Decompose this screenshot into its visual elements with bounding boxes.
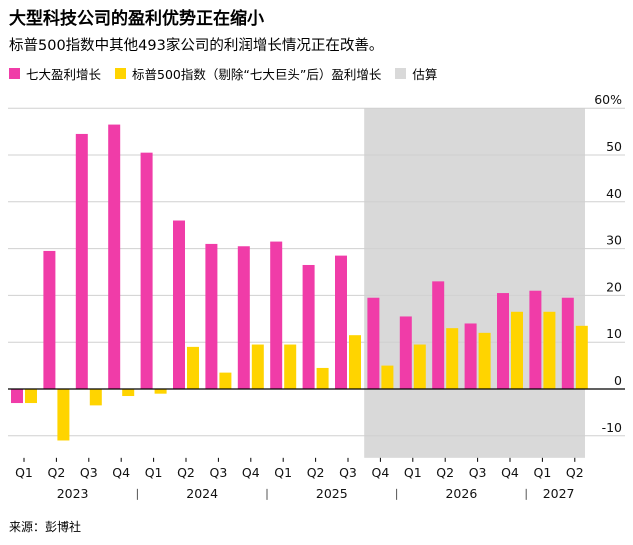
legend-swatch-estimate bbox=[395, 68, 407, 79]
legend-item-sp493: 标普500指数（剔除“七大巨头”后）盈利增长 bbox=[115, 64, 381, 83]
bar-sp493 bbox=[187, 346, 199, 389]
bar-magnificent7 bbox=[367, 297, 380, 389]
year-label: 2024 bbox=[186, 486, 218, 501]
x-tick-label: Q4 bbox=[372, 465, 390, 480]
bar-magnificent7 bbox=[75, 133, 88, 389]
bar-sp493 bbox=[316, 367, 329, 389]
y-tick-label: 30 bbox=[606, 233, 622, 248]
x-tick-label: Q3 bbox=[469, 465, 487, 480]
x-tick-label: Q4 bbox=[242, 465, 260, 480]
x-tick-label: Q3 bbox=[210, 465, 228, 480]
bar-sp493 bbox=[543, 311, 556, 389]
x-tick-label: Q2 bbox=[436, 465, 454, 480]
bar-sp493 bbox=[511, 311, 523, 389]
bar-magnificent7 bbox=[497, 293, 509, 389]
x-tick-label: Q3 bbox=[80, 465, 98, 480]
x-tick-label: Q4 bbox=[501, 465, 519, 480]
bar-magnificent7 bbox=[302, 264, 315, 389]
x-tick-label: Q1 bbox=[534, 465, 552, 480]
bar-magnificent7 bbox=[140, 152, 153, 389]
bar-sp493 bbox=[349, 335, 361, 389]
bar-magnificent7 bbox=[464, 323, 477, 389]
bar-sp493 bbox=[122, 389, 135, 397]
legend-item-estimate: 估算 bbox=[395, 64, 437, 83]
y-tick-label: -10 bbox=[602, 420, 622, 435]
y-tick-label: 10 bbox=[606, 326, 622, 341]
source-note: 来源：彭博社 bbox=[9, 520, 82, 534]
bar-magnificent7 bbox=[335, 255, 347, 389]
legend-swatch-sp493 bbox=[115, 68, 127, 79]
bar-magnificent7 bbox=[205, 243, 218, 389]
bar-magnificent7 bbox=[432, 281, 445, 389]
y-tick-label: 50 bbox=[606, 139, 622, 154]
estimate-region bbox=[364, 108, 585, 458]
x-tick-label: Q2 bbox=[307, 465, 325, 480]
year-label: 2026 bbox=[445, 486, 477, 501]
legend-label-estimate: 估算 bbox=[412, 67, 438, 82]
x-tick-label: Q4 bbox=[112, 465, 130, 480]
x-tick-label: Q1 bbox=[15, 465, 33, 480]
legend-label-sp493: 标普500指数（剔除“七大巨头”后）盈利增长 bbox=[132, 67, 382, 82]
bar-magnificent7 bbox=[43, 250, 56, 389]
bar-magnificent7 bbox=[561, 297, 574, 389]
bar-magnificent7 bbox=[270, 241, 283, 389]
bar-sp493 bbox=[251, 344, 264, 389]
bar-sp493 bbox=[413, 344, 426, 389]
x-tick-label: Q3 bbox=[339, 465, 357, 480]
y-tick-label: 20 bbox=[606, 279, 622, 294]
x-tick-label: Q2 bbox=[48, 465, 66, 480]
legend-swatch-magnificent7 bbox=[9, 68, 20, 79]
bar-sp493 bbox=[57, 389, 70, 441]
legend: 七大盈利增长 标普500指数（剔除“七大巨头”后）盈利增长 估算 bbox=[9, 64, 451, 83]
bar-sp493 bbox=[478, 332, 491, 389]
bar-sp493 bbox=[219, 372, 232, 389]
bar-magnificent7 bbox=[237, 246, 250, 389]
bar-sp493 bbox=[154, 389, 167, 394]
y-tick-label: 0 bbox=[614, 373, 622, 388]
legend-item-magnificent7: 七大盈利增长 bbox=[9, 64, 101, 83]
year-label: 2025 bbox=[316, 486, 348, 501]
bar-sp493 bbox=[446, 328, 459, 389]
x-tick-label: Q2 bbox=[177, 465, 195, 480]
chart-title: 大型科技公司的盈利优势正在缩小 bbox=[9, 9, 264, 29]
bar-magnificent7 bbox=[173, 220, 185, 389]
bar-magnificent7 bbox=[399, 316, 412, 389]
x-tick-label: Q1 bbox=[404, 465, 422, 480]
bar-sp493 bbox=[284, 344, 297, 389]
bar-magnificent7 bbox=[11, 389, 23, 404]
bar-sp493 bbox=[89, 389, 102, 406]
bar-sp493 bbox=[25, 389, 37, 404]
chart-subtitle: 标普500指数中其他493家公司的利润增长情况正在改善。 bbox=[9, 38, 384, 54]
year-label: 2023 bbox=[57, 486, 89, 501]
bar-sp493 bbox=[381, 365, 394, 389]
year-label: 2027 bbox=[543, 486, 575, 501]
bar-sp493 bbox=[575, 325, 588, 389]
bar-magnificent7 bbox=[108, 124, 121, 389]
x-tick-label: Q2 bbox=[566, 465, 584, 480]
y-tick-label: 60% bbox=[594, 92, 622, 107]
y-tick-label: 40 bbox=[606, 186, 622, 201]
x-tick-label: Q1 bbox=[145, 465, 163, 480]
bar-magnificent7 bbox=[529, 290, 542, 389]
x-tick-label: Q1 bbox=[274, 465, 292, 480]
legend-label-magnificent7: 七大盈利增长 bbox=[26, 67, 102, 82]
